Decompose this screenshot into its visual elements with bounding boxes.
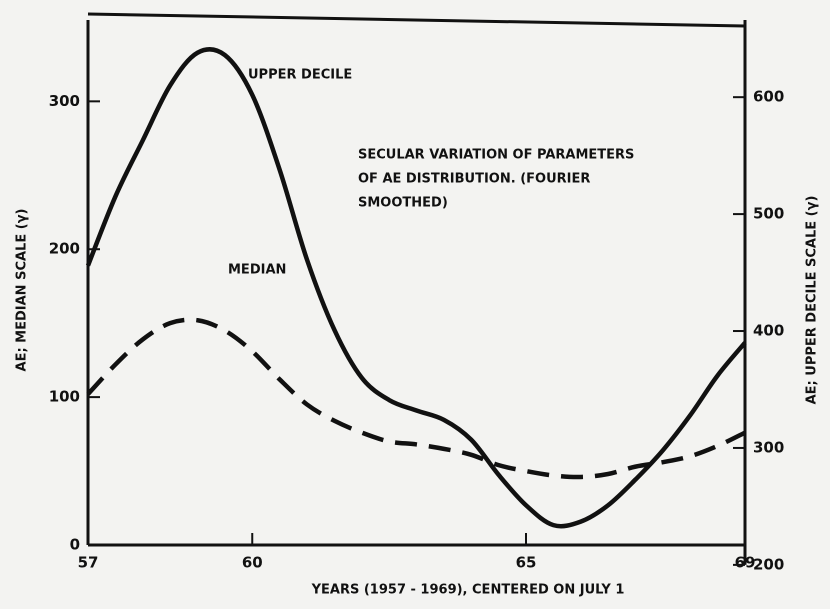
y2-tick-label: 500 bbox=[753, 205, 784, 223]
annotation: SMOOTHED) bbox=[358, 196, 448, 211]
y2-tick-label: 400 bbox=[753, 322, 784, 340]
data-line bbox=[86, 317, 746, 480]
data-line bbox=[85, 47, 747, 529]
y2-tick-label: 600 bbox=[753, 88, 784, 106]
series-label: UPPER DECILE bbox=[248, 68, 352, 83]
x-tick-label: 60 bbox=[242, 554, 263, 572]
top-border bbox=[87, 12, 746, 28]
y2-tick-label: 300 bbox=[753, 438, 784, 456]
y-tick-label: 100 bbox=[49, 388, 80, 406]
annotation: OF AE DISTRIBUTION. (FOURIER bbox=[358, 172, 590, 187]
annotation: SECULAR VARIATION OF PARAMETERS bbox=[358, 148, 634, 163]
y-tick-label: 300 bbox=[49, 92, 80, 110]
x-tick-label: 57 bbox=[78, 554, 99, 572]
y-axis-label: AE; MEDIAN SCALE (γ) bbox=[15, 209, 30, 372]
y2-tick-label: 200 bbox=[753, 555, 784, 573]
x-tick-label: 69 bbox=[735, 554, 756, 572]
y-tick-label: 200 bbox=[49, 240, 80, 258]
x-axis-label: YEARS (1957 - 1969), CENTERED ON JULY 1 bbox=[311, 583, 625, 598]
y2-axis-label: AE; UPPER DECILE SCALE (γ) bbox=[805, 196, 820, 405]
x-tick-label: 65 bbox=[516, 554, 537, 572]
series-label: MEDIAN bbox=[228, 263, 286, 278]
y-tick-label: 0 bbox=[70, 536, 80, 554]
